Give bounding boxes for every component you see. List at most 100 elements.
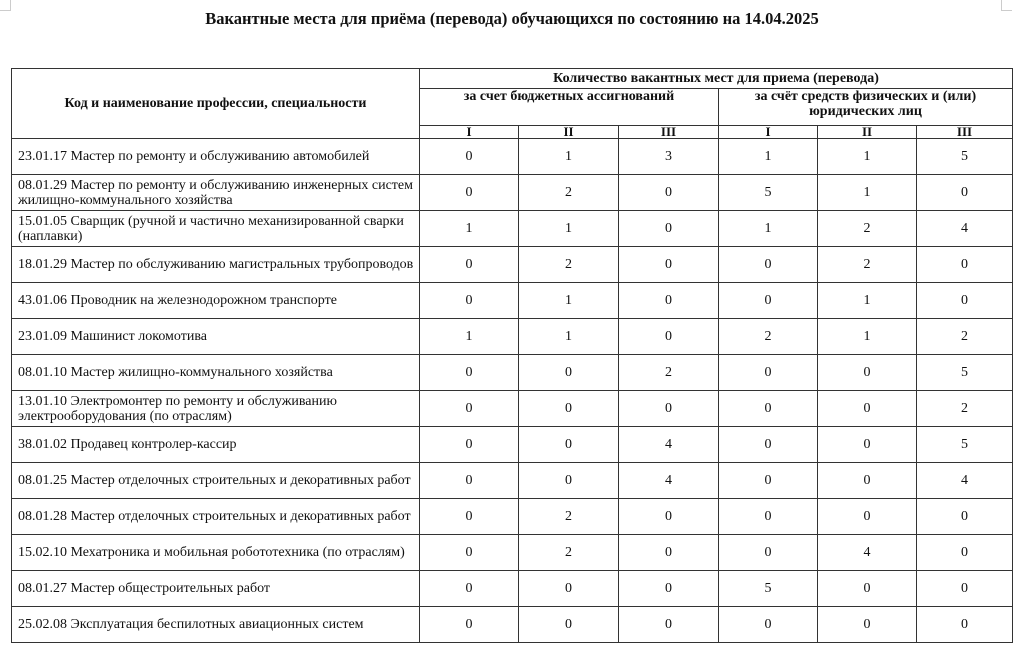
- vacancy-count: 2: [915, 318, 1014, 355]
- vacancy-count: 0: [817, 606, 917, 643]
- course-header: I: [419, 125, 519, 139]
- vacancy-count: 0: [618, 174, 719, 211]
- vacancy-count: 2: [518, 246, 619, 283]
- vacancy-count: 0: [718, 390, 818, 427]
- vacancy-count: 1: [419, 318, 519, 355]
- vacancy-count: 0: [718, 246, 818, 283]
- vacancy-count: 0: [419, 390, 519, 427]
- specialty-name: 15.02.10 Мехатроника и мобильная роботот…: [11, 534, 420, 571]
- vacancy-count: 1: [718, 210, 818, 247]
- specialty-name: 38.01.02 Продавец контролер-кассир: [11, 426, 420, 463]
- vacancy-count: 0: [718, 534, 818, 571]
- vacancy-count: 0: [419, 138, 519, 175]
- vacancy-count: 1: [518, 210, 619, 247]
- vacancy-count: 0: [618, 498, 719, 535]
- vacancy-count: 1: [817, 282, 917, 319]
- vacancy-count: 0: [618, 246, 719, 283]
- table-row: 08.01.29 Мастер по ремонту и обслуживани…: [11, 174, 1014, 211]
- specialty-name: 08.01.29 Мастер по ремонту и обслуживани…: [11, 174, 420, 211]
- vacancy-count: 0: [718, 606, 818, 643]
- column-group-header: Количество вакантных мест для приема (пе…: [418, 68, 1014, 89]
- vacancy-count: 0: [817, 570, 917, 607]
- vacancy-count: 2: [618, 354, 719, 391]
- vacancy-count: 0: [419, 570, 519, 607]
- vacancy-count: 0: [518, 354, 619, 391]
- vacancy-count: 0: [915, 282, 1014, 319]
- vacancy-count: 0: [618, 606, 719, 643]
- vacancy-count: 0: [718, 462, 818, 499]
- table-row: 15.02.10 Мехатроника и мобильная роботот…: [11, 534, 1014, 571]
- vacancy-count: 1: [518, 282, 619, 319]
- vacancy-count: 0: [419, 498, 519, 535]
- vacancy-count: 2: [518, 174, 619, 211]
- vacancy-count: 0: [915, 606, 1014, 643]
- vacancy-count: 0: [718, 282, 818, 319]
- column-header-paid: за счёт средств физических и (или) юриди…: [717, 88, 1014, 126]
- table-row: 43.01.06 Проводник на железнодорожном тр…: [11, 282, 1014, 319]
- vacancy-count: 0: [817, 354, 917, 391]
- vacancy-count: 5: [718, 570, 818, 607]
- course-header: II: [817, 125, 917, 139]
- vacancy-count: 0: [915, 174, 1014, 211]
- vacancy-count: 5: [718, 174, 818, 211]
- specialty-name: 23.01.09 Машинист локомотива: [11, 318, 420, 355]
- vacancy-count: 0: [419, 534, 519, 571]
- specialty-name: 43.01.06 Проводник на железнодорожном тр…: [11, 282, 420, 319]
- table-row: 38.01.02 Продавец контролер-кассир 0 0 4 0 0 5: [11, 426, 1014, 463]
- vacancy-count: 0: [419, 246, 519, 283]
- vacancy-count: 1: [817, 318, 917, 355]
- vacancy-count: 0: [718, 426, 818, 463]
- vacancy-count: 0: [518, 462, 619, 499]
- page-corner-mark: [0, 0, 11, 11]
- table-row: 08.01.25 Мастер отделочных строительных …: [11, 462, 1014, 499]
- specialty-name: 08.01.10 Мастер жилищно-коммунального хо…: [11, 354, 420, 391]
- column-header-budget: за счет бюджетных ассигнований: [419, 88, 719, 126]
- vacancy-count: 0: [618, 570, 719, 607]
- vacancies-table: Код и наименование профессии, специально…: [11, 68, 1014, 643]
- vacancy-count: 0: [618, 282, 719, 319]
- vacancy-count: 4: [915, 210, 1014, 247]
- vacancy-count: 0: [915, 570, 1014, 607]
- vacancy-count: 0: [618, 210, 719, 247]
- vacancy-count: 0: [618, 318, 719, 355]
- vacancy-count: 0: [718, 498, 818, 535]
- vacancy-count: 2: [915, 390, 1014, 427]
- vacancy-count: 1: [419, 210, 519, 247]
- specialty-name: 15.01.05 Сварщик (ручной и частично меха…: [11, 210, 420, 247]
- specialty-name: 08.01.28 Мастер отделочных строительных …: [11, 498, 420, 535]
- vacancy-count: 0: [518, 390, 619, 427]
- vacancy-count: 4: [915, 462, 1014, 499]
- vacancy-count: 0: [718, 354, 818, 391]
- vacancy-count: 1: [817, 174, 917, 211]
- course-header: III: [915, 125, 1014, 139]
- vacancy-count: 0: [419, 606, 519, 643]
- vacancy-count: 0: [817, 390, 917, 427]
- vacancy-count: 2: [718, 318, 818, 355]
- vacancy-count: 5: [915, 138, 1014, 175]
- specialty-name: 13.01.10 Электромонтер по ремонту и обсл…: [11, 390, 420, 427]
- document-title: Вакантные места для приёма (перевода) об…: [205, 9, 819, 28]
- vacancy-count: 0: [915, 534, 1014, 571]
- vacancy-count: 0: [419, 282, 519, 319]
- vacancy-count: 0: [618, 534, 719, 571]
- vacancy-count: 0: [419, 462, 519, 499]
- vacancy-count: 1: [817, 138, 917, 175]
- vacancy-count: 0: [419, 426, 519, 463]
- page-corner-mark: [1001, 0, 1012, 11]
- vacancy-count: 0: [817, 498, 917, 535]
- course-header: III: [618, 125, 719, 139]
- table-row: 08.01.28 Мастер отделочных строительных …: [11, 498, 1014, 535]
- specialty-name: 25.02.08 Эксплуатация беспилотных авиаци…: [11, 606, 420, 643]
- specialty-name: 08.01.27 Мастер общестроительных работ: [11, 570, 420, 607]
- table-row: 23.01.09 Машинист локомотива 1 1 0 2 1 2: [11, 318, 1014, 355]
- vacancy-count: 1: [718, 138, 818, 175]
- table-row: 18.01.29 Мастер по обслуживанию магистра…: [11, 246, 1014, 283]
- vacancy-count: 0: [419, 174, 519, 211]
- vacancy-count: 0: [518, 426, 619, 463]
- vacancy-count: 5: [915, 426, 1014, 463]
- vacancy-count: 0: [518, 606, 619, 643]
- vacancy-count: 0: [618, 390, 719, 427]
- vacancy-count: 2: [518, 498, 619, 535]
- vacancy-count: 5: [915, 354, 1014, 391]
- table-row: 08.01.10 Мастер жилищно-коммунального хо…: [11, 354, 1014, 391]
